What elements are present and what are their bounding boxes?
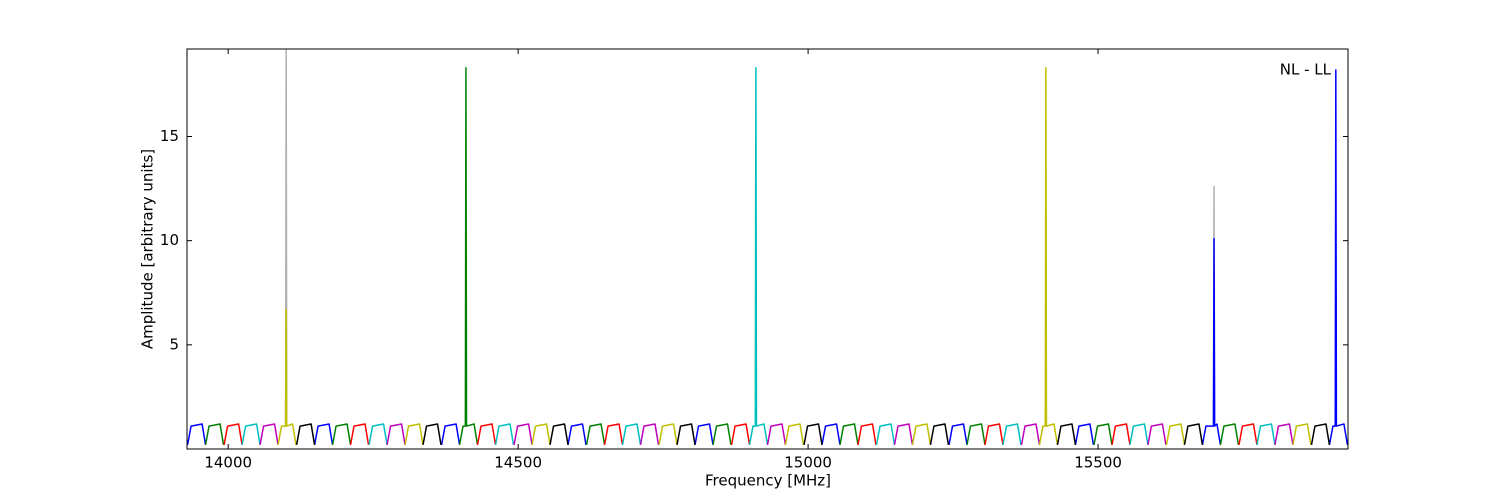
x-tick-label: 15500 bbox=[1074, 454, 1122, 472]
y-tick-label: 10 bbox=[160, 231, 179, 249]
x-tick-label: 14500 bbox=[494, 454, 542, 472]
plot-area bbox=[187, 49, 1348, 445]
x-tick-label: 15000 bbox=[784, 454, 832, 472]
annotation: NL - LL bbox=[1280, 61, 1332, 79]
series-line bbox=[223, 423, 1258, 445]
axes-frame bbox=[186, 48, 1349, 450]
series-line bbox=[277, 67, 1312, 445]
y-tick-label: 15 bbox=[160, 127, 179, 145]
series-line bbox=[241, 67, 1276, 445]
series-line bbox=[204, 67, 1240, 445]
y-axis-label: Amplitude [arbitrary units] bbox=[139, 149, 157, 349]
x-axis-label: Frequency [MHz] bbox=[705, 472, 831, 490]
series-line bbox=[259, 423, 1294, 445]
y-tick-label: 5 bbox=[169, 335, 179, 353]
series-line bbox=[295, 423, 1331, 445]
x-tick-label: 14000 bbox=[204, 454, 252, 472]
series-line bbox=[187, 69, 1348, 445]
series-line bbox=[284, 49, 1216, 427]
